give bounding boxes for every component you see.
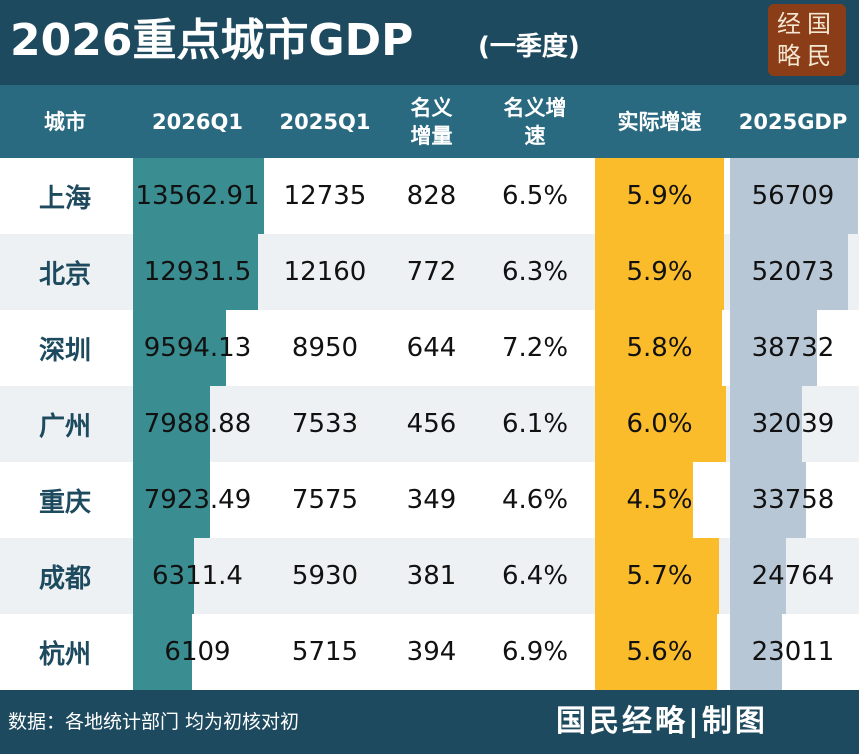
cell-value: 5.9% <box>626 257 693 287</box>
footer-band <box>0 690 859 754</box>
column-header: 2026Q1 <box>152 109 243 134</box>
cell-value: 6109 <box>164 637 231 667</box>
data-bar <box>595 234 724 310</box>
data-bar <box>730 234 848 310</box>
cell-value: 13562.91 <box>135 181 260 211</box>
data-bar <box>595 614 718 690</box>
cell-value: 12160 <box>283 257 367 287</box>
city-name: 广州 <box>38 411 91 442</box>
data-bar <box>595 538 720 614</box>
data-bar <box>133 538 194 614</box>
logo-line: 略民 <box>777 42 837 70</box>
cell-value: 6.4% <box>501 561 569 591</box>
cell-value: 5715 <box>291 637 359 667</box>
column-header: 2025Q1 <box>279 109 371 134</box>
data-bar <box>730 538 786 614</box>
cell-value: 5.6% <box>626 637 693 667</box>
source-note: 数据：各地统计部门 均为初核对初 <box>8 711 300 733</box>
cell-value: 7923.49 <box>143 485 252 515</box>
data-bar <box>595 386 726 462</box>
cell-value: 7988.88 <box>143 409 252 439</box>
logo: 经国 略民 <box>768 4 846 76</box>
cell-value: 7575 <box>291 485 359 515</box>
cell-value: 4.5% <box>626 485 693 515</box>
title: 2026重点城市GDP <box>10 15 414 66</box>
cell-value: 12735 <box>283 181 367 211</box>
cell-value: 8950 <box>291 333 359 363</box>
city-name: 深圳 <box>38 335 91 366</box>
cell-value: 24764 <box>751 561 835 591</box>
cell-value: 828 <box>406 181 457 211</box>
data-bar <box>133 158 264 234</box>
cell-value: 32039 <box>751 409 835 439</box>
city-name: 上海 <box>38 183 91 214</box>
column-header: 实际增速 <box>617 109 702 134</box>
cell-value: 6.1% <box>501 409 569 439</box>
data-bar <box>730 462 807 538</box>
cell-value: 6.9% <box>501 637 569 667</box>
cell-value: 5930 <box>291 561 359 591</box>
city-name: 杭州 <box>38 639 91 670</box>
header-band <box>0 0 859 85</box>
column-header: 城市 <box>44 109 86 134</box>
cell-value: 7533 <box>291 409 359 439</box>
cell-value: 5.7% <box>626 561 693 591</box>
data-bar <box>133 310 226 386</box>
cell-value: 56709 <box>751 181 835 211</box>
cell-value: 381 <box>406 561 457 591</box>
column-header: 名义增速 <box>503 95 567 148</box>
data-bar <box>595 462 694 538</box>
data-bar <box>730 614 782 690</box>
data-bar <box>133 614 192 690</box>
column-header: 名义增量 <box>410 95 453 148</box>
cell-value: 33758 <box>751 485 835 515</box>
cell-value: 9594.13 <box>143 333 252 363</box>
cell-value: 5.8% <box>626 333 693 363</box>
cell-value: 23011 <box>751 637 835 667</box>
data-bar <box>133 386 211 462</box>
data-bar <box>730 386 803 462</box>
cell-value: 6.0% <box>626 409 693 439</box>
city-name: 北京 <box>38 259 91 290</box>
cell-value: 12931.5 <box>143 257 252 287</box>
cell-value: 394 <box>406 637 457 667</box>
cell-value: 349 <box>406 485 457 515</box>
cell-value: 6.3% <box>501 257 569 287</box>
cell-value: 5.9% <box>626 181 693 211</box>
cell-value: 6.5% <box>501 181 569 211</box>
subtitle: (一季度) <box>478 32 580 62</box>
cell-value: 52073 <box>751 257 835 287</box>
data-bar <box>595 310 722 386</box>
data-bar <box>730 158 858 234</box>
cell-value: 4.6% <box>501 485 569 515</box>
data-bar <box>730 310 818 386</box>
data-bar <box>133 234 258 310</box>
cell-value: 644 <box>406 333 457 363</box>
city-name: 重庆 <box>38 487 91 518</box>
data-bar <box>133 462 210 538</box>
cell-value: 6311.4 <box>152 561 243 591</box>
cell-value: 456 <box>406 409 457 439</box>
city-name: 成都 <box>38 563 91 594</box>
cell-value: 7.2% <box>501 333 569 363</box>
column-header-band <box>0 85 859 158</box>
column-header: 2025GDP <box>738 109 848 134</box>
logo-line: 经国 <box>777 10 837 38</box>
cell-value: 38732 <box>751 333 835 363</box>
cell-value: 772 <box>406 257 457 287</box>
brand: 国民经略|制图 <box>556 704 768 739</box>
data-bar <box>595 158 724 234</box>
